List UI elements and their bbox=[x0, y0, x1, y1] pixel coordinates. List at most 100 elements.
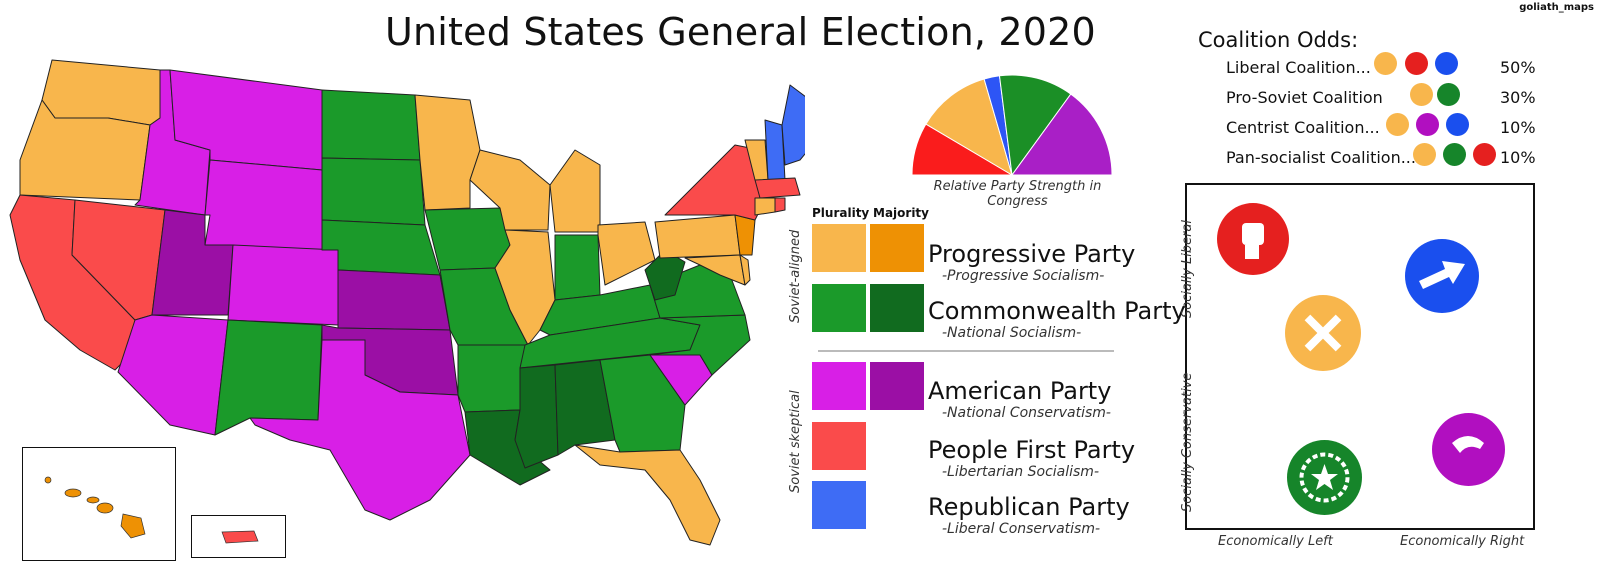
legend-republican-name: Republican Party bbox=[928, 493, 1130, 521]
coalition-row-centrist-label: Centrist Coalition... bbox=[1226, 118, 1380, 137]
hammer-wrench-icon bbox=[1413, 143, 1436, 166]
state-new-mexico[interactable] bbox=[214, 319, 323, 436]
legend-progressive-name: Progressive Party bbox=[928, 240, 1136, 268]
commonwealth-majority-swatch bbox=[870, 284, 924, 332]
state-florida[interactable] bbox=[574, 444, 721, 546]
hawaii-inset bbox=[22, 447, 176, 561]
compass-y-top-label: Socially Liberal bbox=[1180, 219, 1195, 318]
territory-puerto-rico[interactable] bbox=[221, 530, 259, 544]
coalition-row-liberal-label: Liberal Coalition... bbox=[1226, 58, 1371, 77]
star-wreath-icon bbox=[1443, 143, 1466, 166]
hammer-wrench-icon bbox=[1386, 113, 1409, 136]
hawaii-map bbox=[44, 476, 146, 539]
state-maine[interactable] bbox=[781, 84, 805, 166]
legend-divider bbox=[818, 350, 1114, 352]
state-maryland[interactable] bbox=[684, 254, 746, 286]
congress-strength-chart bbox=[911, 74, 1113, 177]
arrow-icon bbox=[1435, 52, 1458, 75]
american-plurality-swatch bbox=[812, 362, 866, 410]
legend-american-name: American Party bbox=[928, 377, 1112, 405]
progressive-plurality-swatch bbox=[812, 224, 866, 272]
legend-commonwealth-name: Commonwealth Party bbox=[928, 297, 1186, 325]
puerto-rico-map bbox=[221, 530, 259, 544]
progressive-hammer-wrench-icon bbox=[1285, 295, 1361, 371]
congress-slice-commonwealth-party bbox=[998, 74, 1072, 177]
state-north-dakota[interactable] bbox=[321, 89, 421, 161]
congress-slice-progressive-party bbox=[925, 78, 1013, 177]
star-wreath-icon bbox=[1437, 83, 1460, 106]
state-massachusetts[interactable] bbox=[754, 177, 801, 199]
state-alabama[interactable] bbox=[554, 359, 616, 456]
legend-majority-header: Majority bbox=[873, 206, 929, 220]
progressive-majority-swatch bbox=[870, 224, 924, 272]
fist-icon bbox=[1242, 223, 1264, 259]
star-wreath-icon bbox=[1299, 452, 1350, 503]
people-first-swatch bbox=[812, 422, 866, 470]
author-credit: goliath_maps bbox=[1519, 2, 1594, 13]
coalition-row-pro-soviet-label: Pro-Soviet Coalition bbox=[1226, 88, 1383, 107]
state-mississippi[interactable] bbox=[514, 364, 559, 469]
state-south-dakota[interactable] bbox=[321, 157, 426, 226]
coalition-odds-title: Coalition Odds: bbox=[1198, 28, 1359, 52]
coalition-row-pan-socialist-label: Pan-socialist Coalition... bbox=[1226, 148, 1416, 167]
state-pennsylvania[interactable] bbox=[654, 214, 741, 259]
eagle-icon bbox=[1416, 113, 1439, 136]
state-kansas[interactable] bbox=[337, 269, 451, 331]
fist-icon bbox=[1405, 52, 1428, 75]
commonwealth-plurality-swatch bbox=[812, 284, 866, 332]
soviet-aligned-label: Soviet-aligned bbox=[788, 229, 803, 323]
state-wisconsin[interactable] bbox=[469, 149, 551, 231]
compass-x-right-label: Economically Right bbox=[1400, 534, 1525, 549]
state-rhode-island[interactable] bbox=[774, 197, 786, 213]
state-arizona[interactable] bbox=[117, 314, 229, 436]
congress-chart-caption: Relative Party Strength in Congress bbox=[933, 179, 1102, 209]
state-colorado[interactable] bbox=[227, 244, 339, 326]
state-hawaii[interactable] bbox=[44, 476, 52, 484]
legend-republican-ideology: -Liberal Conservatism- bbox=[942, 521, 1101, 537]
state-wyoming[interactable] bbox=[204, 159, 323, 251]
state-delaware[interactable] bbox=[739, 254, 751, 286]
republican-arrow-icon bbox=[1405, 239, 1479, 313]
commonwealth-star-wreath-icon bbox=[1287, 440, 1362, 515]
puerto-rico-inset bbox=[191, 515, 286, 558]
hammer-wrench-icon bbox=[1410, 83, 1433, 106]
coalition-row-centrist-odds: 10% bbox=[1500, 118, 1536, 137]
state-connecticut[interactable] bbox=[754, 197, 776, 216]
state-north-carolina[interactable] bbox=[649, 314, 751, 376]
eagle-icon bbox=[1452, 436, 1484, 453]
legend-commonwealth-ideology: -National Socialism- bbox=[942, 325, 1082, 341]
coalition-row-pan-socialist-odds: 10% bbox=[1500, 148, 1536, 167]
state-minnesota[interactable] bbox=[414, 94, 481, 211]
hammer-wrench-icon bbox=[1304, 314, 1342, 352]
state-washington[interactable] bbox=[41, 59, 161, 126]
coalition-row-pro-soviet-odds: 30% bbox=[1500, 88, 1536, 107]
legend-people-first-ideology: -Libertarian Socialism- bbox=[942, 464, 1099, 480]
fist-icon bbox=[1473, 143, 1496, 166]
arrow-icon bbox=[1446, 113, 1469, 136]
republican-swatch bbox=[812, 481, 866, 529]
legend-plurality-header: Plurality bbox=[812, 206, 870, 220]
compass-x-left-label: Economically Left bbox=[1218, 534, 1333, 549]
congress-slice-american-party bbox=[1011, 93, 1113, 176]
us-election-map bbox=[9, 59, 805, 546]
arrow-icon bbox=[1419, 261, 1465, 289]
state-texas[interactable] bbox=[249, 339, 471, 521]
american-eagle-icon bbox=[1432, 413, 1505, 486]
state-ohio[interactable] bbox=[597, 221, 656, 286]
state-iowa[interactable] bbox=[424, 207, 511, 271]
page-title: United States General Election, 2020 bbox=[385, 10, 1096, 54]
soviet-skeptical-label: Soviet skeptical bbox=[788, 390, 803, 493]
legend-people-first-name: People First Party bbox=[928, 436, 1136, 464]
american-majority-swatch bbox=[870, 362, 924, 410]
legend-american-ideology: -National Conservatism- bbox=[942, 405, 1111, 421]
compass-y-bottom-label: Socially Conservative bbox=[1180, 372, 1195, 512]
state-indiana[interactable] bbox=[554, 234, 601, 301]
political-compass bbox=[1185, 183, 1535, 530]
hammer-wrench-icon bbox=[1374, 52, 1397, 75]
state-nebraska[interactable] bbox=[321, 219, 441, 276]
legend-progressive-ideology: -Progressive Socialism- bbox=[942, 268, 1105, 284]
people-first-fist-icon bbox=[1217, 203, 1289, 275]
coalition-row-liberal-odds: 50% bbox=[1500, 58, 1536, 77]
state-michigan[interactable] bbox=[549, 149, 601, 233]
state-arkansas[interactable] bbox=[457, 344, 529, 413]
